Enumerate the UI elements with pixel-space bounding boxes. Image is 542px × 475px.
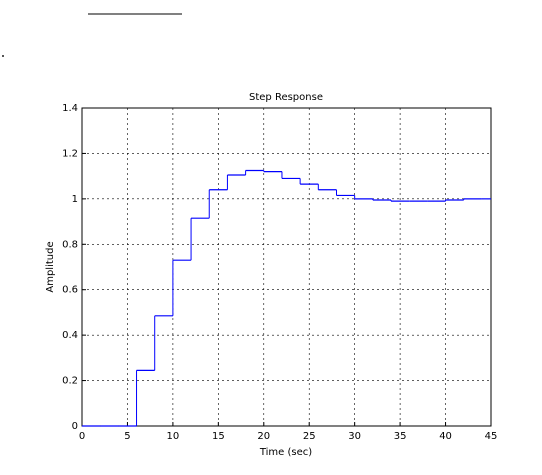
x-tick-label: 20 <box>257 431 270 442</box>
plot-area <box>82 108 491 426</box>
axes-box <box>81 107 492 427</box>
x-tick-label: 35 <box>394 431 407 442</box>
x-tick-label: 25 <box>303 431 316 442</box>
y-tick-label: 0 <box>72 421 78 432</box>
decoration-dot <box>2 55 4 57</box>
y-tick-label: 0.6 <box>62 285 78 296</box>
x-axis-label: Time (sec) <box>259 447 312 458</box>
x-tick-label: 40 <box>439 431 452 442</box>
y-tick-label: 1.2 <box>62 148 78 159</box>
x-tick-label: 10 <box>167 431 180 442</box>
y-tick-label: 0.2 <box>62 376 78 387</box>
y-tick-label: 1.4 <box>62 103 78 114</box>
x-tick-label: 15 <box>212 431 225 442</box>
x-tick-label: 45 <box>485 431 498 442</box>
y-tick-label: 1 <box>72 194 78 205</box>
chart-title: Step Response <box>249 92 323 103</box>
x-tick-label: 0 <box>79 431 85 442</box>
y-tick-label: 0.8 <box>62 239 78 250</box>
x-tick-label: 5 <box>124 431 130 442</box>
y-tick-label: 0.4 <box>62 330 78 341</box>
x-tick-label: 30 <box>348 431 361 442</box>
y-axis-label: Amplitude <box>45 241 56 292</box>
